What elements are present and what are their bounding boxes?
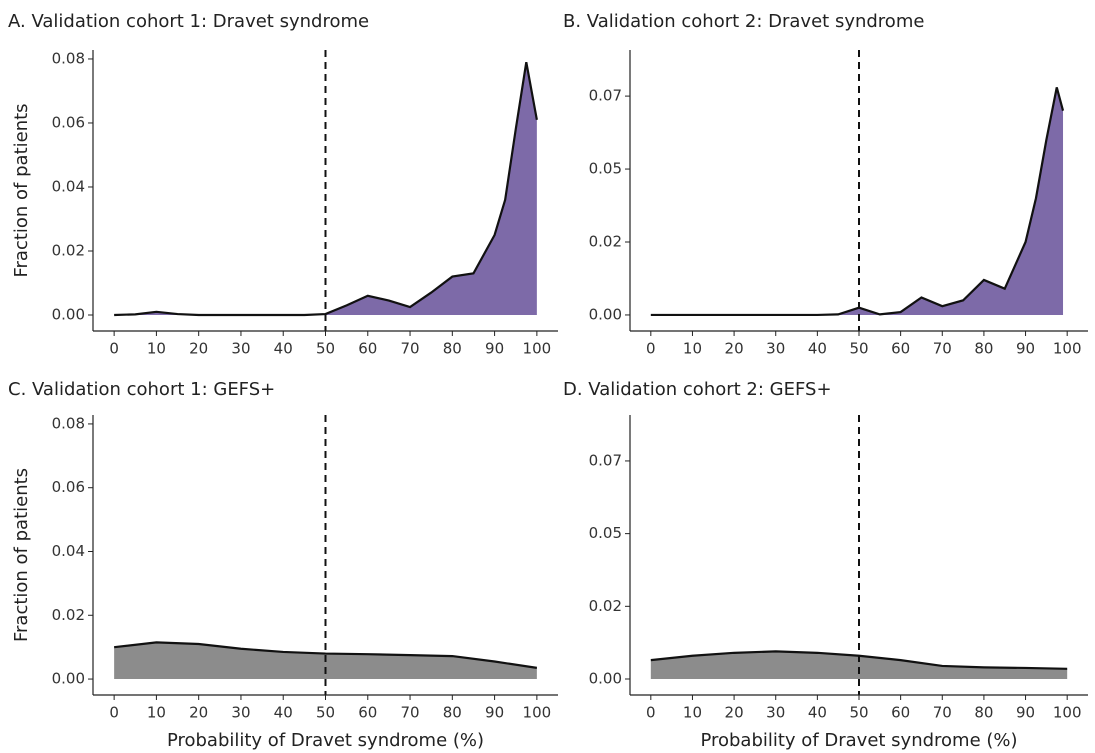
- area-fill: [114, 62, 537, 315]
- x-tick-label: 80: [443, 340, 462, 358]
- x-tick-label: 0: [109, 340, 119, 358]
- x-tick-label: 80: [443, 704, 462, 722]
- x-tick-label: 20: [725, 340, 744, 358]
- y-tick-label: 0.00: [52, 305, 85, 323]
- x-tick-label: 70: [400, 340, 419, 358]
- x-tick-label: 70: [933, 340, 952, 358]
- y-tick-label: 0.00: [589, 670, 622, 688]
- x-tick-label: 20: [725, 704, 744, 722]
- x-tick-label: 30: [766, 704, 785, 722]
- x-tick-label: 0: [646, 704, 656, 722]
- y-tick-label: 0.04: [52, 177, 85, 195]
- x-axis-label: Probability of Dravet syndrome (%): [700, 730, 1017, 751]
- x-tick-label: 60: [358, 340, 377, 358]
- y-tick-label: 0.02: [52, 606, 85, 624]
- y-tick-label: 0.00: [52, 670, 85, 688]
- x-tick-label: 10: [683, 704, 702, 722]
- y-tick-label: 0.05: [589, 160, 622, 178]
- x-tick-label: 50: [316, 704, 335, 722]
- panel-title: A. Validation cohort 1: Dravet syndrome: [8, 11, 369, 32]
- x-tick-label: 30: [231, 704, 250, 722]
- density-line: [114, 641, 538, 669]
- x-tick-label: 70: [933, 704, 952, 722]
- x-tick-label: 40: [274, 340, 293, 358]
- y-tick-label: 0.00: [589, 305, 622, 323]
- panel-title: D. Validation cohort 2: GEFS+: [563, 379, 832, 400]
- x-tick-label: 50: [849, 704, 868, 722]
- y-tick-label: 0.02: [52, 241, 85, 259]
- x-tick-label: 10: [147, 340, 166, 358]
- y-axis-label: Fraction of patients: [11, 468, 32, 642]
- panel-title: C. Validation cohort 1: GEFS+: [8, 379, 275, 400]
- panel-title: B. Validation cohort 2: Dravet syndrome: [563, 11, 924, 32]
- y-tick-label: 0.07: [589, 87, 622, 105]
- y-tick-label: 0.02: [589, 597, 622, 615]
- density-line: [650, 87, 1065, 317]
- y-tick-label: 0.06: [52, 113, 85, 131]
- x-tick-label: 0: [646, 340, 656, 358]
- x-tick-label: 10: [147, 704, 166, 722]
- x-tick-label: 100: [1053, 704, 1082, 722]
- x-tick-label: 10: [683, 340, 702, 358]
- y-tick-label: 0.08: [52, 49, 85, 67]
- x-tick-label: 50: [849, 340, 868, 358]
- y-tick-label: 0.02: [589, 233, 622, 251]
- x-tick-label: 90: [1016, 340, 1035, 358]
- x-tick-label: 20: [189, 704, 208, 722]
- x-tick-label: 90: [1016, 704, 1035, 722]
- x-tick-label: 90: [485, 704, 504, 722]
- x-tick-label: 100: [1053, 340, 1082, 358]
- y-axis-label: Fraction of patients: [11, 103, 32, 277]
- x-tick-label: 60: [891, 340, 910, 358]
- x-tick-label: 20: [189, 340, 208, 358]
- x-tick-label: 60: [358, 704, 377, 722]
- x-axis-label: Probability of Dravet syndrome (%): [167, 730, 484, 751]
- density-line: [114, 61, 538, 317]
- x-tick-label: 100: [523, 340, 552, 358]
- y-tick-label: 0.06: [52, 478, 85, 496]
- x-tick-label: 100: [523, 704, 552, 722]
- x-tick-label: 80: [974, 340, 993, 358]
- x-tick-label: 60: [891, 704, 910, 722]
- x-tick-label: 90: [485, 340, 504, 358]
- y-tick-label: 0.08: [52, 414, 85, 432]
- x-tick-label: 50: [316, 340, 335, 358]
- area-fill: [650, 87, 1064, 315]
- x-tick-label: 40: [274, 704, 293, 722]
- area-fill: [650, 651, 1068, 680]
- x-tick-label: 30: [231, 340, 250, 358]
- x-tick-label: 40: [808, 704, 827, 722]
- x-tick-label: 40: [808, 340, 827, 358]
- y-tick-label: 0.07: [589, 451, 622, 469]
- x-tick-label: 70: [400, 704, 419, 722]
- x-tick-label: 0: [109, 704, 119, 722]
- y-tick-label: 0.05: [589, 524, 622, 542]
- y-tick-label: 0.04: [52, 542, 85, 560]
- x-tick-label: 80: [974, 704, 993, 722]
- x-tick-label: 30: [766, 340, 785, 358]
